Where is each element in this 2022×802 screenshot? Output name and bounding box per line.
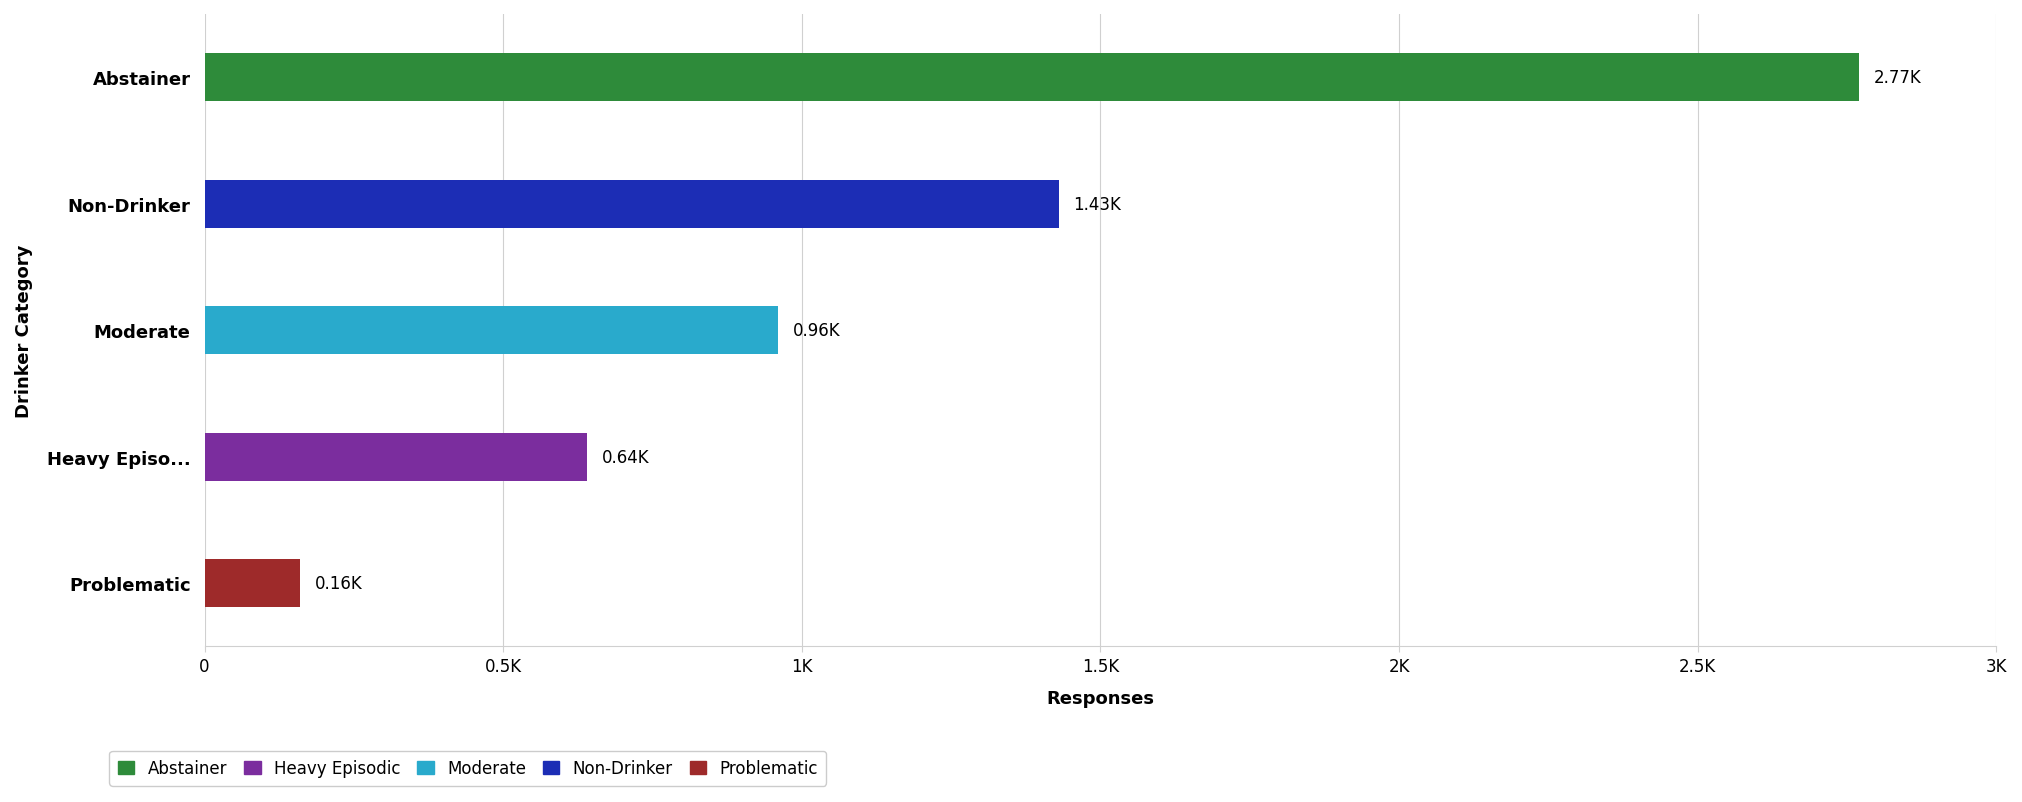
Bar <box>204 180 1060 229</box>
Bar <box>204 433 586 481</box>
Text: 0.64K: 0.64K <box>603 448 649 466</box>
Y-axis label: Drinker Category: Drinker Category <box>14 244 32 417</box>
Legend: Abstainer, Heavy Episodic, Moderate, Non-Drinker, Problematic: Abstainer, Heavy Episodic, Moderate, Non… <box>109 751 827 786</box>
Text: 1.43K: 1.43K <box>1074 196 1122 213</box>
Text: 0.16K: 0.16K <box>315 574 362 593</box>
Text: 0.96K: 0.96K <box>793 322 841 340</box>
Bar <box>204 560 299 607</box>
Text: 2.77K: 2.77K <box>1874 69 1921 87</box>
Bar <box>204 55 1858 102</box>
X-axis label: Responses: Responses <box>1047 689 1155 707</box>
Bar <box>204 307 778 354</box>
